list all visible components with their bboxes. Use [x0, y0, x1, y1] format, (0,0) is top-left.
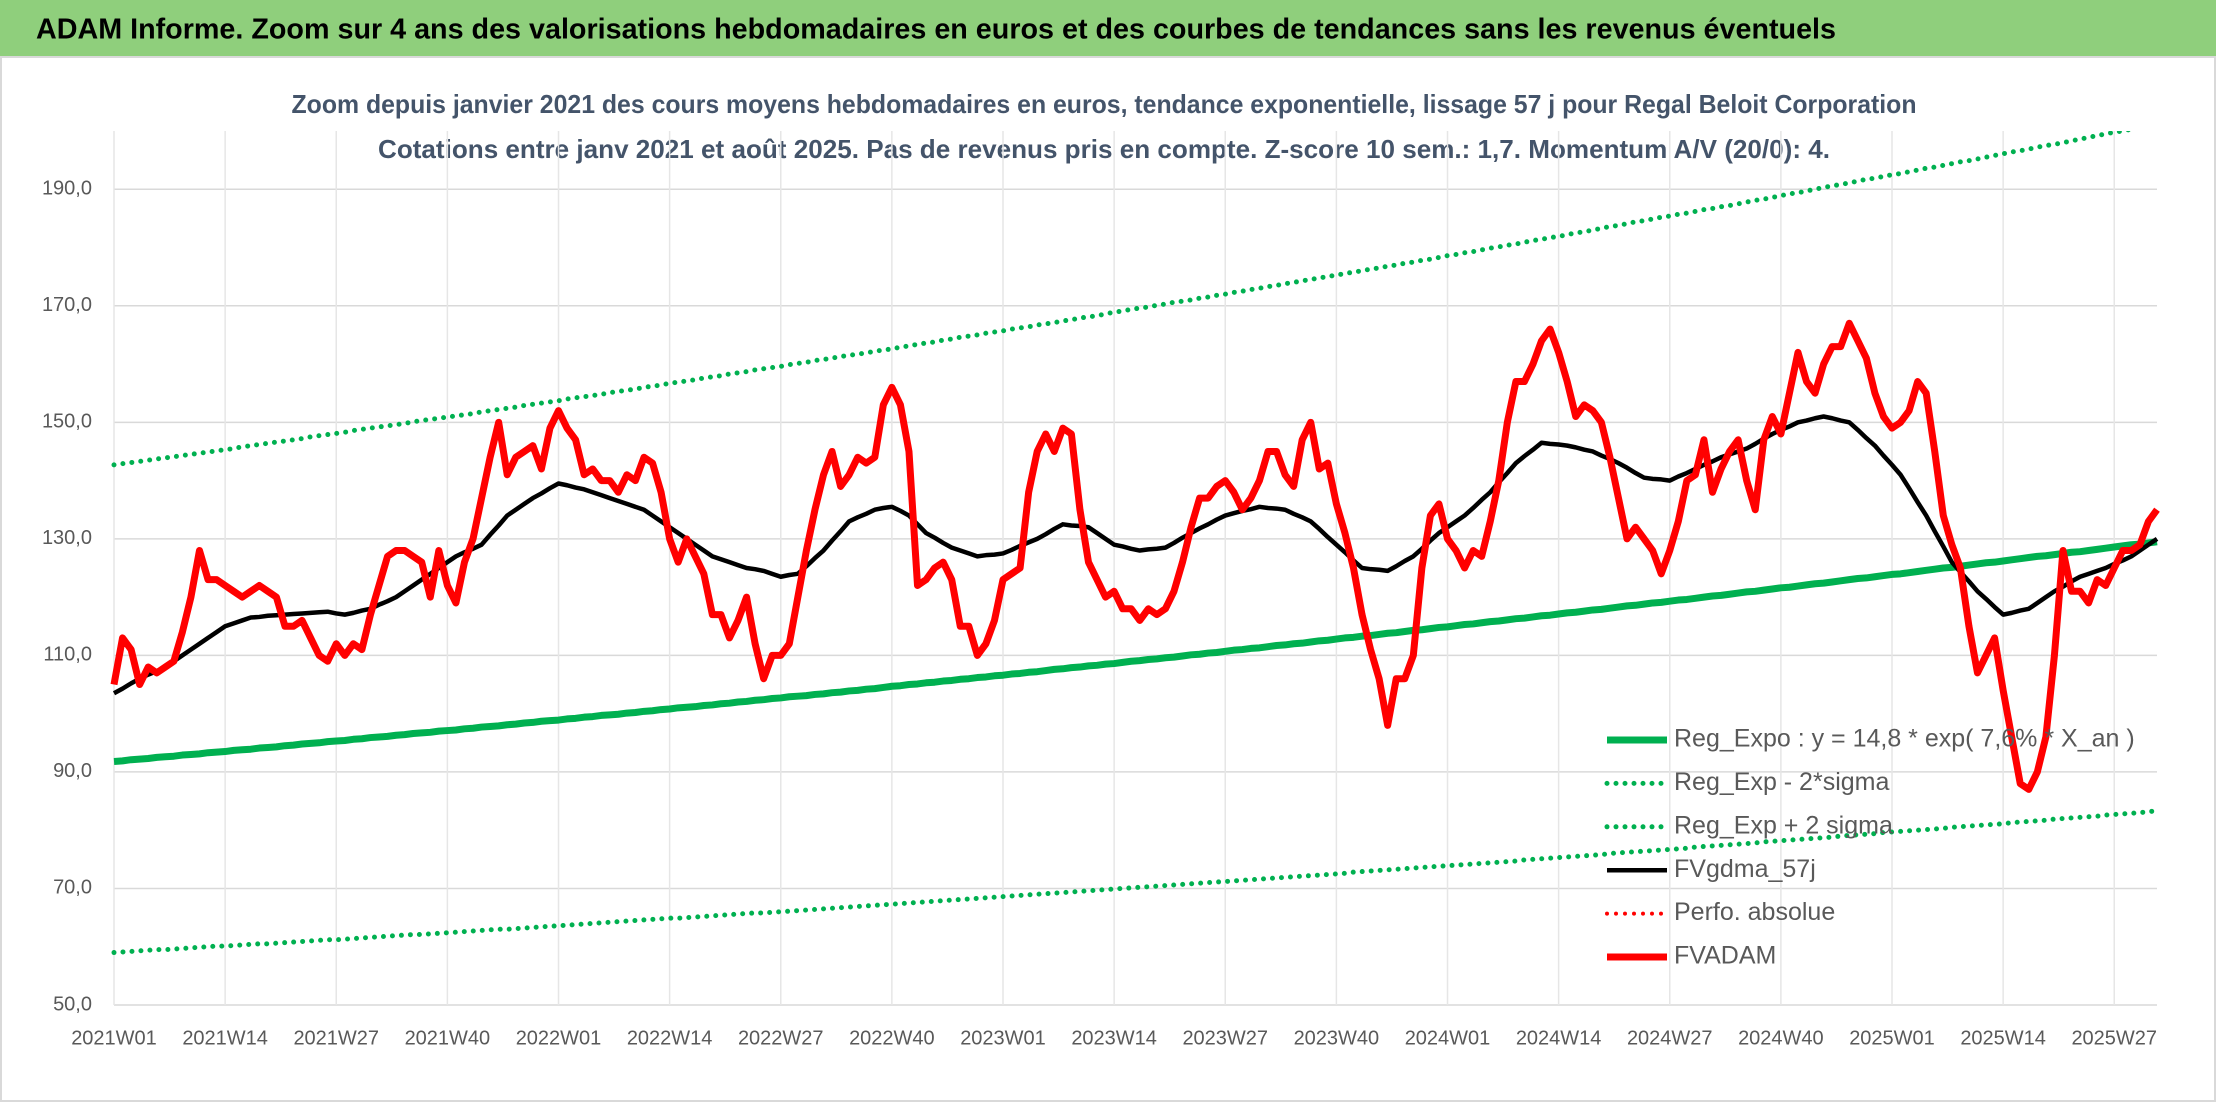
x-tick-label: 2024W01	[1405, 1027, 1491, 1049]
x-tick-label: 2022W14	[627, 1027, 713, 1049]
y-tick-label: 50,0	[53, 993, 92, 1015]
y-tick-label: 190,0	[42, 178, 92, 200]
legend-label: Perfo. absolue	[1674, 898, 1835, 926]
y-tick-label: 170,0	[42, 294, 92, 316]
x-tick-label: 2023W14	[1071, 1027, 1157, 1049]
y-tick-label: 110,0	[43, 644, 92, 666]
x-tick-label: 2022W01	[516, 1027, 602, 1049]
x-tick-label: 2022W27	[738, 1027, 824, 1049]
y-tick-label: 130,0	[42, 527, 92, 549]
x-tick-label: 2021W40	[405, 1027, 491, 1049]
chart-title: ADAM Informe. Zoom sur 4 ans des valoris…	[36, 14, 1836, 46]
plot-area	[110, 131, 2160, 956]
x-tick-label: 2021W27	[293, 1027, 379, 1049]
x-tick-label: 2025W14	[1960, 1027, 2046, 1049]
y-tick-label: 90,0	[53, 760, 92, 782]
x-tick-label: 2025W27	[2071, 1027, 2157, 1049]
series-line	[112, 414, 2159, 696]
series-line	[111, 808, 2160, 956]
x-tick-label: 2024W40	[1738, 1027, 1824, 1049]
chart-subtitle: Cotations entre janv 2021 et août 2025. …	[378, 134, 1830, 164]
x-tick-label: 2024W14	[1516, 1027, 1602, 1049]
legend-label: Reg_Exp - 2*sigma	[1674, 768, 1889, 796]
y-tick-label: 70,0	[53, 877, 92, 899]
x-tick-label: 2024W27	[1627, 1027, 1713, 1049]
x-tick-label: 2023W27	[1182, 1027, 1268, 1049]
x-tick-label: 2023W40	[1294, 1027, 1380, 1049]
series-line	[111, 131, 2136, 468]
legend-label: Reg_Expo : y = 14,8 * exp( 7,6% * X_an )	[1674, 725, 2135, 753]
series-line	[113, 538, 2158, 765]
legend-label: FVADAM	[1674, 942, 1776, 970]
title-band	[0, 0, 2216, 57]
series-line	[110, 319, 2160, 793]
x-tick-label: 2021W14	[182, 1027, 268, 1049]
x-tick-label: 2022W40	[849, 1027, 935, 1049]
x-tick-label: 2025W01	[1849, 1027, 1935, 1049]
x-tick-label: 2023W01	[960, 1027, 1046, 1049]
legend-label: Reg_Exp + 2 sigma	[1674, 811, 1893, 839]
chart-subtitle: Zoom depuis janvier 2021 des cours moyen…	[292, 89, 1917, 119]
y-tick-label: 150,0	[42, 411, 92, 433]
x-tick-label: 2021W01	[71, 1027, 157, 1049]
legend-label: FVgdma_57j	[1674, 855, 1816, 883]
